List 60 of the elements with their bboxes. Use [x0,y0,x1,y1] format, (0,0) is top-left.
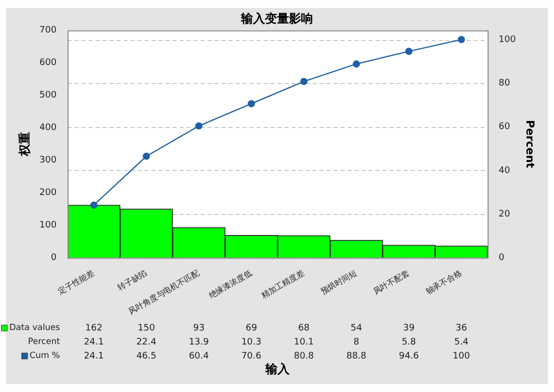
text: 5.4 [454,337,469,348]
y-tick-label: 200 [39,188,57,198]
text: 22.4 [136,337,157,348]
text: 5.8 [402,337,416,348]
legend-label: Cum % [30,351,60,362]
data-label: 60.4 [188,351,210,362]
text: Percent [28,337,61,348]
x-tick-label: 定子性能差 [56,268,96,296]
text: 13.9 [188,337,210,348]
text: 10.1 [294,337,314,348]
data-label: 162 [85,323,102,334]
y2-tick-label: 100 [498,34,516,45]
data-label: 150 [138,323,156,334]
data-label: 88.8 [346,351,367,362]
y2-tick-label: 0 [498,253,505,264]
y-tick-label: 100 [39,220,57,231]
y-tick-label: 400 [39,123,57,134]
x-axis-title: 输入 [264,362,291,376]
data-label: 100 [452,351,470,362]
data-label: 94.6 [398,351,420,362]
x-tick-label: 精加工精度差 [260,268,306,300]
point [300,78,308,86]
data-label: 39 [403,323,415,334]
data-label: 80.8 [294,351,314,362]
y2-axis-title: Percent [524,120,537,168]
y-tick-label: 700 [39,26,57,36]
data-label: 46.5 [136,351,156,362]
x-tick-label: 绝缘漆浓度低 [207,268,254,300]
y-axis-title: 权重 [17,132,32,158]
data-label: 36 [456,323,468,334]
y-tick-label: 300 [39,156,57,166]
text: 24.1 [84,337,104,348]
text: 8 [353,337,360,348]
y-tick-label: 0 [50,253,57,264]
legend-label: Data values [9,323,61,334]
x-tick-label: 轴承不合格 [424,268,464,296]
point [352,60,360,68]
x-tick-label: 转子缺陷 [116,268,148,292]
x-tick-label: 风叶不配套 [372,268,411,296]
chart-title: 输入变量影响 [240,11,313,26]
data-label: 68 [298,323,310,334]
y-tick-label: 500 [39,90,57,101]
data-label: 70.6 [241,351,262,362]
y-tick-label: 600 [39,58,57,68]
data-label: 24.1 [84,351,104,362]
y2-tick-label: 20 [498,209,510,220]
point [248,100,255,108]
y2-tick-label: 60 [498,122,510,132]
data-label: 93 [193,323,205,334]
point [90,202,98,209]
text: 10.3 [241,337,262,348]
x-tick-label: 预烘时间短 [319,268,358,296]
y2-tick-label: 40 [498,166,510,176]
y2-tick-label: 80 [498,78,510,89]
point [195,122,202,130]
data-label: 54 [350,323,362,334]
point [405,48,412,55]
point [458,36,465,44]
data-label: 69 [246,323,258,334]
point [142,152,150,160]
